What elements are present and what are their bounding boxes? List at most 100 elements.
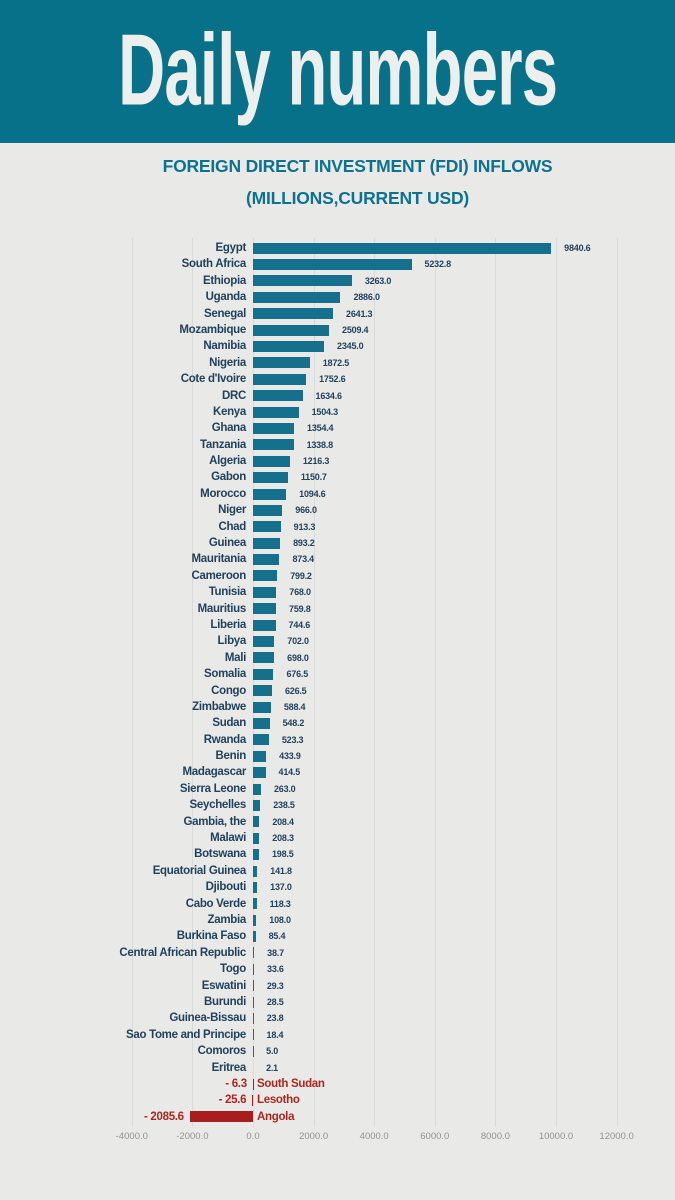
country-label: Ghana <box>211 422 247 435</box>
country-label: Algeria <box>209 455 246 468</box>
value-label: 799.2 <box>290 570 312 581</box>
value-bar <box>253 341 325 353</box>
value-label: 141.8 <box>270 865 292 876</box>
value-bar <box>253 636 275 648</box>
country-label: Gambia, the <box>183 815 246 828</box>
value-label: 2345.0 <box>337 341 364 352</box>
value-label: 33.6 <box>267 964 284 975</box>
chart-row: Mauritania 873.4 <box>0 551 675 567</box>
header-banner: Daily numbers <box>0 0 675 143</box>
chart-row: Zambia 108.0 <box>0 912 675 928</box>
value-bar <box>253 865 258 877</box>
chart-row: Guinea 893.2 <box>0 535 675 551</box>
value-label: 23.8 <box>266 1013 284 1024</box>
chart-row: Burundi 28.5 <box>0 994 675 1010</box>
value-label: 1354.4 <box>307 423 334 434</box>
chart-row: Egypt 9840.6 <box>0 240 675 256</box>
axis-tick-label: 10000.0 <box>538 1131 574 1142</box>
chart-row: Cabo Verde 118.3 <box>0 896 675 912</box>
value-label: 2886.0 <box>353 292 380 303</box>
country-label: Burundi <box>204 995 246 1008</box>
value-bar <box>253 521 281 533</box>
country-label: South Sudan <box>257 1077 325 1090</box>
axis-tick-label: 2000.0 <box>299 1131 329 1142</box>
chart-row: Benin 433.9 <box>0 748 675 764</box>
chart-row: Sierra Leone 263.0 <box>0 781 675 797</box>
chart-row: Cameroon 799.2 <box>0 568 675 584</box>
axis-tick-label: -4000.0 <box>115 1131 148 1142</box>
country-label: Comoros <box>197 1045 247 1058</box>
axis-tick-label: 4000.0 <box>359 1131 389 1142</box>
country-label: Cabo Verde <box>185 897 247 910</box>
value-label: 5232.8 <box>424 259 452 270</box>
chart-row: Liberia 744.6 <box>0 617 675 633</box>
value-bar <box>253 685 272 697</box>
value-bar <box>253 816 260 828</box>
country-label: Mauritius <box>197 602 247 615</box>
chart-row: Rwanda 523.3 <box>0 732 675 748</box>
chart-row: Uganda 2886.0 <box>0 289 675 305</box>
value-bar <box>253 898 257 910</box>
country-label: Somalia <box>203 668 246 681</box>
value-bar <box>253 439 294 451</box>
value-bar <box>253 259 412 271</box>
value-bar <box>253 947 255 959</box>
value-label: 1504.3 <box>311 406 339 417</box>
gridline <box>374 238 376 1127</box>
value-bar <box>253 914 257 926</box>
gridline <box>434 238 436 1127</box>
chart-row: Equatorial Guinea 141.8 <box>0 863 675 879</box>
value-label: 137.0 <box>270 882 292 893</box>
value-label: 9840.6 <box>564 243 591 253</box>
value-label: 85.4 <box>268 931 286 942</box>
value-bar <box>253 980 254 992</box>
chart-row: Malawi 208.3 <box>0 830 675 846</box>
chart-row: Somalia 676.5 <box>0 666 675 682</box>
value-bar <box>253 242 552 254</box>
value-label: 1752.6 <box>319 374 346 385</box>
country-label: Guinea <box>208 537 246 550</box>
chart-row: Cote d'Ivoire 1752.6 <box>0 371 675 387</box>
value-bar <box>253 472 288 484</box>
axis-tick-label: 12000.0 <box>599 1131 634 1142</box>
value-label: 698.0 <box>287 652 309 663</box>
chart-row: Togo 33.6 <box>0 961 675 977</box>
value-label: 238.5 <box>273 800 295 811</box>
chart-row: Congo 626.5 <box>0 683 675 699</box>
chart-row: Djibouti 137.0 <box>0 879 675 895</box>
country-label: Sao Tome and Principe <box>125 1028 246 1041</box>
gridline <box>192 238 194 1127</box>
country-label: Guinea-Bissau <box>169 1012 246 1025</box>
chart-row: Ghana 1354.4 <box>0 420 675 436</box>
value-bar <box>253 1013 254 1025</box>
country-label: Seychelles <box>189 799 247 812</box>
value-bar <box>253 603 277 615</box>
value-bar <box>253 799 261 811</box>
country-label: DRC <box>221 389 246 402</box>
chart-row: Namibia 2345.0 <box>0 338 675 354</box>
chart-row: Central African Republic 38.7 <box>0 945 675 961</box>
chart-row: Algeria 1216.3 <box>0 453 675 469</box>
value-label: 873.4 <box>292 554 314 565</box>
chart-title-line-2: (MILLIONS,CURRENT USD) <box>245 188 470 209</box>
country-label: Gabon <box>211 471 246 484</box>
chart-row: Ethiopia 3263.0 <box>0 273 675 289</box>
value-bar <box>253 554 280 566</box>
value-label: 2509.4 <box>342 324 369 335</box>
value-label: - 2085.6 <box>143 1110 184 1123</box>
value-bar <box>253 881 258 893</box>
country-label: Zambia <box>207 913 247 926</box>
gridline <box>253 238 254 1127</box>
value-label: 1872.5 <box>322 357 350 368</box>
chart-row: - 6.3 South Sudan <box>0 1076 675 1092</box>
value-bar <box>253 701 271 713</box>
country-label: Mali <box>224 651 246 664</box>
value-label: 676.5 <box>286 669 309 680</box>
chart-row: Sudan 548.2 <box>0 715 675 731</box>
country-label: Cameroon <box>191 569 247 582</box>
value-label: 208.3 <box>272 833 294 844</box>
value-bar <box>253 308 334 320</box>
country-label: Central African Republic <box>119 946 246 959</box>
chart-row: Eswatini 29.3 <box>0 978 675 994</box>
